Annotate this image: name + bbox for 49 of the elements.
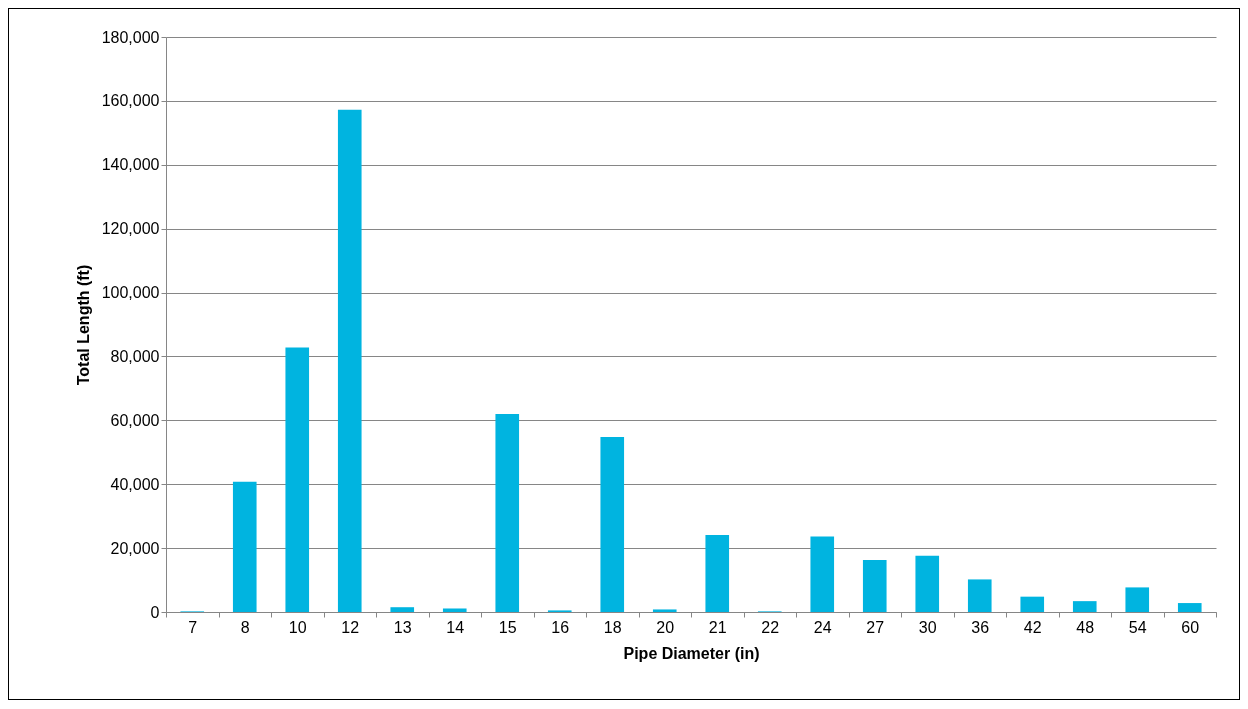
y-axis-title: Total Length (ft) bbox=[74, 264, 92, 386]
x-tick-label: 7 bbox=[188, 618, 198, 636]
x-tick-label: 15 bbox=[498, 618, 517, 636]
bar bbox=[915, 555, 940, 612]
x-tick-label: 60 bbox=[1181, 618, 1200, 636]
bar bbox=[652, 609, 677, 612]
y-tick-label: 120,000 bbox=[101, 220, 160, 238]
x-tick-label: 16 bbox=[551, 618, 570, 636]
x-axis-title: Pipe Diameter (in) bbox=[623, 644, 760, 662]
y-tick-label: 40,000 bbox=[110, 475, 160, 493]
bar bbox=[1072, 601, 1097, 612]
x-tick-label: 14 bbox=[446, 618, 465, 636]
y-tick-label: 20,000 bbox=[110, 539, 160, 557]
x-tick-label: 27 bbox=[866, 618, 885, 636]
x-tick-label: 24 bbox=[813, 618, 832, 636]
x-tick-label: 21 bbox=[708, 618, 727, 636]
x-tick-label: 20 bbox=[656, 618, 675, 636]
y-tick-label: 60,000 bbox=[110, 411, 160, 429]
bar bbox=[442, 608, 467, 612]
y-tick-label: 0 bbox=[150, 603, 160, 621]
x-tick-label: 30 bbox=[918, 618, 937, 636]
bar bbox=[337, 109, 362, 612]
y-tick-label: 100,000 bbox=[101, 284, 160, 302]
x-tick-label: 54 bbox=[1128, 618, 1147, 636]
bar bbox=[1020, 596, 1045, 612]
x-tick-label: 8 bbox=[240, 618, 250, 636]
bar bbox=[705, 535, 730, 612]
x-tick-label: 22 bbox=[761, 618, 780, 636]
y-tick-label: 140,000 bbox=[101, 156, 160, 174]
bar bbox=[285, 347, 310, 612]
bar bbox=[862, 559, 887, 612]
y-tick-label: 180,000 bbox=[101, 28, 160, 46]
x-tick-label: 18 bbox=[603, 618, 622, 636]
x-tick-label: 13 bbox=[393, 618, 412, 636]
bar bbox=[967, 579, 992, 612]
bar bbox=[1177, 603, 1202, 612]
bar bbox=[1125, 587, 1150, 612]
x-tick-label: 36 bbox=[971, 618, 990, 636]
x-tick-label: 12 bbox=[341, 618, 360, 636]
x-tick-label: 42 bbox=[1023, 618, 1042, 636]
y-tick-label: 80,000 bbox=[110, 347, 160, 365]
bar bbox=[232, 481, 257, 612]
bar bbox=[810, 536, 835, 612]
x-tick-label: 48 bbox=[1076, 618, 1095, 636]
y-tick-label: 160,000 bbox=[101, 92, 160, 110]
bar bbox=[390, 607, 415, 612]
bar bbox=[495, 413, 520, 612]
x-tick-label: 10 bbox=[288, 618, 307, 636]
bar bbox=[600, 436, 625, 612]
